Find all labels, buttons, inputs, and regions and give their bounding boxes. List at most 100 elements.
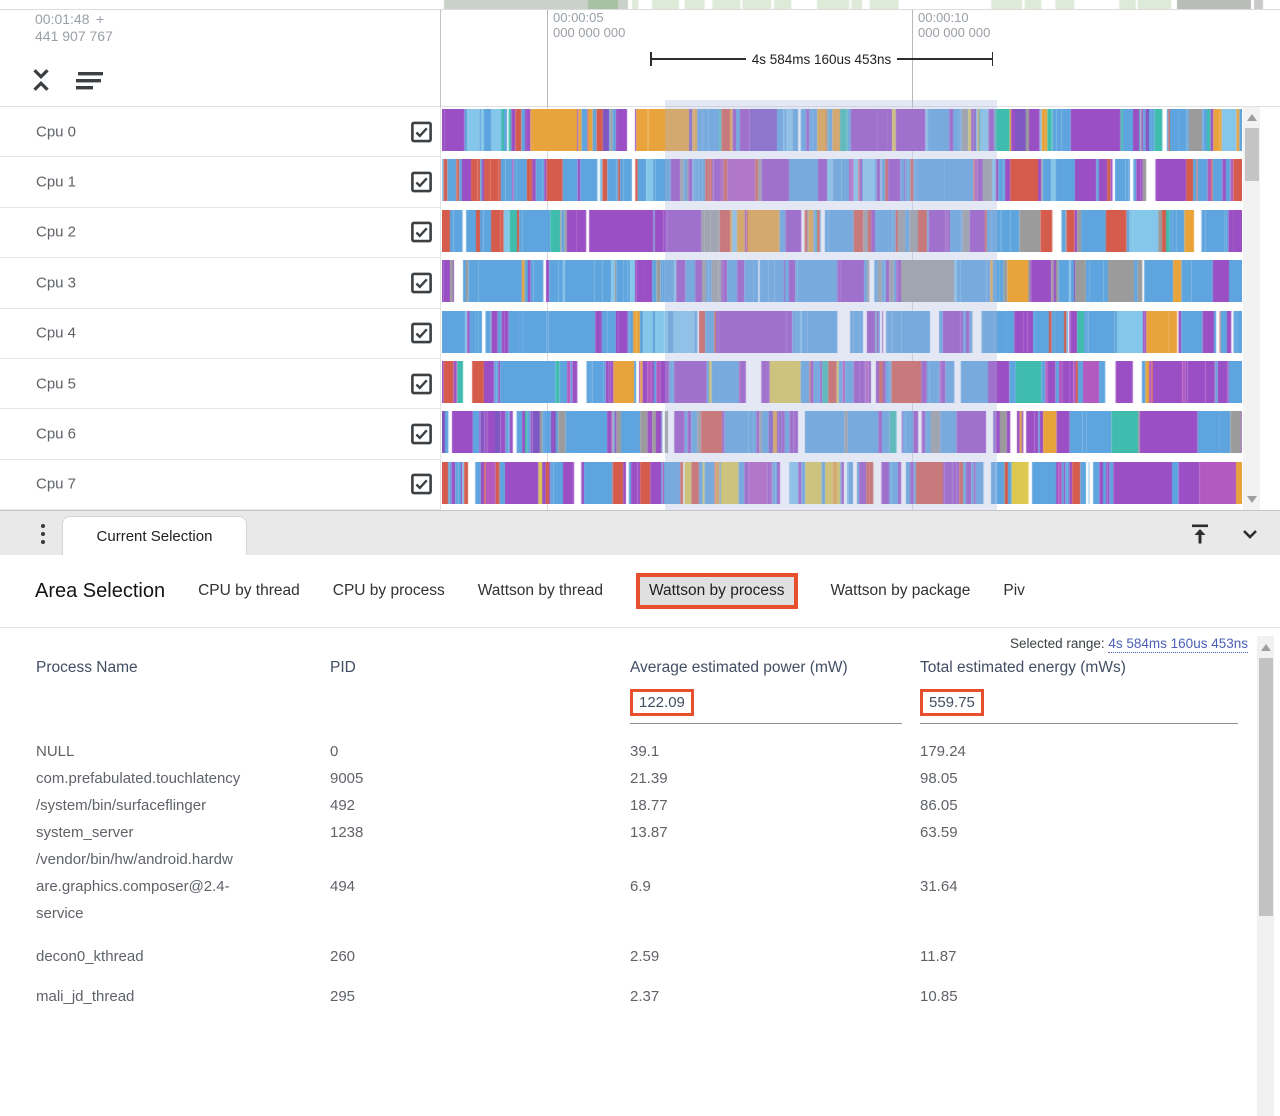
selected-range-label: Selected range: — [1010, 636, 1105, 651]
chevron-down-icon[interactable] — [1238, 521, 1262, 547]
track-checkbox[interactable] — [411, 322, 432, 344]
cpu-track-row: Cpu 3 — [0, 258, 1280, 309]
cpu-sched-timeline[interactable] — [442, 411, 1242, 454]
track-checkbox[interactable] — [411, 171, 432, 193]
pid-cell: 494 — [330, 878, 356, 895]
track-checkbox[interactable] — [411, 473, 432, 495]
track-panel-divider — [440, 10, 441, 107]
avg-power-cell: 2.37 — [630, 988, 660, 1005]
cpu-track-row: Cpu 1 — [0, 157, 1280, 208]
timestamp-plus: + — [96, 11, 105, 27]
pid-cell: 9005 — [330, 770, 364, 787]
total-energy-cell: 10.85 — [920, 988, 958, 1005]
process-name-cell: decon0_kthread — [36, 948, 144, 965]
pid-cell: 492 — [330, 797, 356, 814]
time-gridline — [547, 107, 548, 510]
time-tick-10s: 00:00:10 000 000 000 — [912, 10, 990, 107]
sort-icon[interactable] — [76, 68, 104, 92]
tab-current-selection[interactable]: Current Selection — [62, 516, 247, 556]
viewport-offset: 441 907 767 — [35, 28, 113, 44]
details-scrollbar-thumb[interactable] — [1258, 658, 1273, 916]
avg-power-cell: 39.1 — [630, 743, 660, 760]
cpu-track-row: Cpu 7 — [0, 459, 1280, 510]
track-label-cell: Cpu 1 — [0, 157, 441, 208]
track-label-cell: Cpu 4 — [0, 308, 441, 359]
track-checkbox[interactable] — [411, 222, 432, 243]
cpu-sched-timeline[interactable] — [442, 360, 1242, 403]
area-selection-tab[interactable]: CPU by process — [332, 582, 445, 599]
total-energy-cell: 31.64 — [920, 878, 958, 895]
col-avg-power: Average estimated power (mW) — [630, 659, 848, 676]
avg-power-cell: 21.39 — [630, 770, 668, 787]
details-scrollbar[interactable] — [1257, 636, 1274, 1116]
time-gridline — [912, 107, 913, 510]
minimap-divider — [0, 9, 1280, 10]
avg-power-cell: 13.87 — [630, 824, 668, 841]
pid-cell: 0 — [330, 743, 339, 760]
process-name-cell: com.prefabulated.touchlatency — [36, 770, 241, 787]
cpu-sched-timeline[interactable] — [442, 461, 1242, 504]
process-table-row: decon0_kthread 260 2.59 11.87 — [0, 943, 1280, 970]
area-selection-tab[interactable]: Wattson by package — [830, 582, 971, 599]
track-checkbox[interactable] — [411, 272, 432, 294]
details-scroll-up-arrow[interactable] — [1257, 640, 1274, 654]
details-panel: Current Selection Area Selection CPU by … — [0, 510, 1280, 1116]
total-energy-cell: 179.24 — [920, 743, 966, 760]
total-energy-badge: 559.75 — [920, 689, 984, 716]
track-checkbox[interactable] — [411, 423, 432, 445]
bracket-line — [651, 58, 746, 60]
pid-cell: 260 — [330, 948, 356, 965]
col-process-name: Process Name — [36, 659, 138, 676]
cpu-track-label: Cpu 6 — [36, 425, 77, 443]
track-checkbox[interactable] — [411, 121, 432, 143]
cpu-track-label: Cpu 7 — [36, 475, 77, 493]
vertical-align-top-icon[interactable] — [1188, 521, 1212, 547]
process-table-row: NULL 0 39.1 179.24 — [0, 738, 1280, 765]
timeline-header: 00:01:48 441 907 767 + 00:00:05 000 000 … — [0, 0, 1280, 107]
cpu-tracks-area: Cpu 0 Cpu 1 Cpu 2 — [0, 107, 1280, 510]
total-energy-cell: 63.59 — [920, 824, 958, 841]
timeline-minimap[interactable] — [0, 0, 1280, 9]
process-table-row: system_server 1238 13.87 63.59 — [0, 819, 1280, 846]
total-energy-cell: 11.87 — [920, 948, 957, 965]
tracks-scrollbar[interactable] — [1243, 107, 1260, 510]
process-table-row: /vendor/bin/hw/android.hardw are.graphic… — [0, 846, 1280, 927]
unfold-less-icon[interactable] — [28, 66, 54, 94]
area-selection-bar: Area Selection CPU by thread CPU by proc… — [0, 555, 1280, 628]
avg-power-cell: 18.77 — [630, 797, 668, 814]
cpu-track-label: Cpu 2 — [36, 223, 77, 241]
viewport-time: 00:01:48 — [35, 11, 90, 27]
process-name-cell: /system/bin/surfaceflinger — [36, 797, 207, 814]
cpu-sched-timeline[interactable] — [442, 209, 1242, 252]
area-selection-tab[interactable]: Wattson by process — [635, 573, 798, 609]
area-selection-tab[interactable]: CPU by thread — [198, 582, 300, 599]
cpu-sched-timeline[interactable] — [442, 159, 1242, 202]
time-tick-5s: 00:00:05 000 000 000 — [547, 10, 625, 107]
area-selection-tab[interactable]: Piv — [1003, 582, 1025, 599]
scroll-up-arrow[interactable] — [1243, 109, 1260, 126]
col-total-energy: Total estimated energy (mWs) — [920, 659, 1126, 676]
cpu-track-row: Cpu 4 — [0, 308, 1280, 359]
cpu-track-row: Cpu 2 — [0, 207, 1280, 259]
avg-power-cell: 6.9 — [630, 878, 651, 895]
avg-power-cell: 2.59 — [630, 948, 660, 965]
kebab-menu-icon[interactable] — [30, 520, 56, 548]
tracks-scrollbar-thumb[interactable] — [1244, 128, 1259, 181]
track-label-cell: Cpu 0 — [0, 107, 441, 158]
process-table-row: /system/bin/surfaceflinger 492 18.77 86.… — [0, 792, 1280, 819]
bracket-right-cap — [991, 52, 994, 66]
total-avg-power-badge: 122.09 — [630, 689, 694, 716]
area-selection-tab[interactable]: Wattson by thread — [477, 582, 603, 599]
selected-range-value[interactable]: 4s 584ms 160us 453ns — [1108, 636, 1248, 653]
track-label-cell: Cpu 7 — [0, 459, 441, 510]
selected-range-line: Selected range: 4s 584ms 160us 453ns — [0, 636, 1248, 653]
viewport-timestamp: 00:01:48 441 907 767 — [35, 11, 113, 45]
table-totals-row: 122.09 559.75 — [0, 689, 1280, 724]
cpu-sched-timeline[interactable] — [442, 310, 1242, 353]
cpu-track-label: Cpu 5 — [36, 375, 77, 393]
scroll-down-arrow[interactable] — [1243, 491, 1260, 508]
track-checkbox[interactable] — [411, 373, 432, 394]
cpu-sched-timeline[interactable] — [442, 260, 1242, 303]
cpu-sched-timeline[interactable] — [442, 109, 1242, 151]
total-energy-cell: 98.05 — [920, 770, 958, 787]
